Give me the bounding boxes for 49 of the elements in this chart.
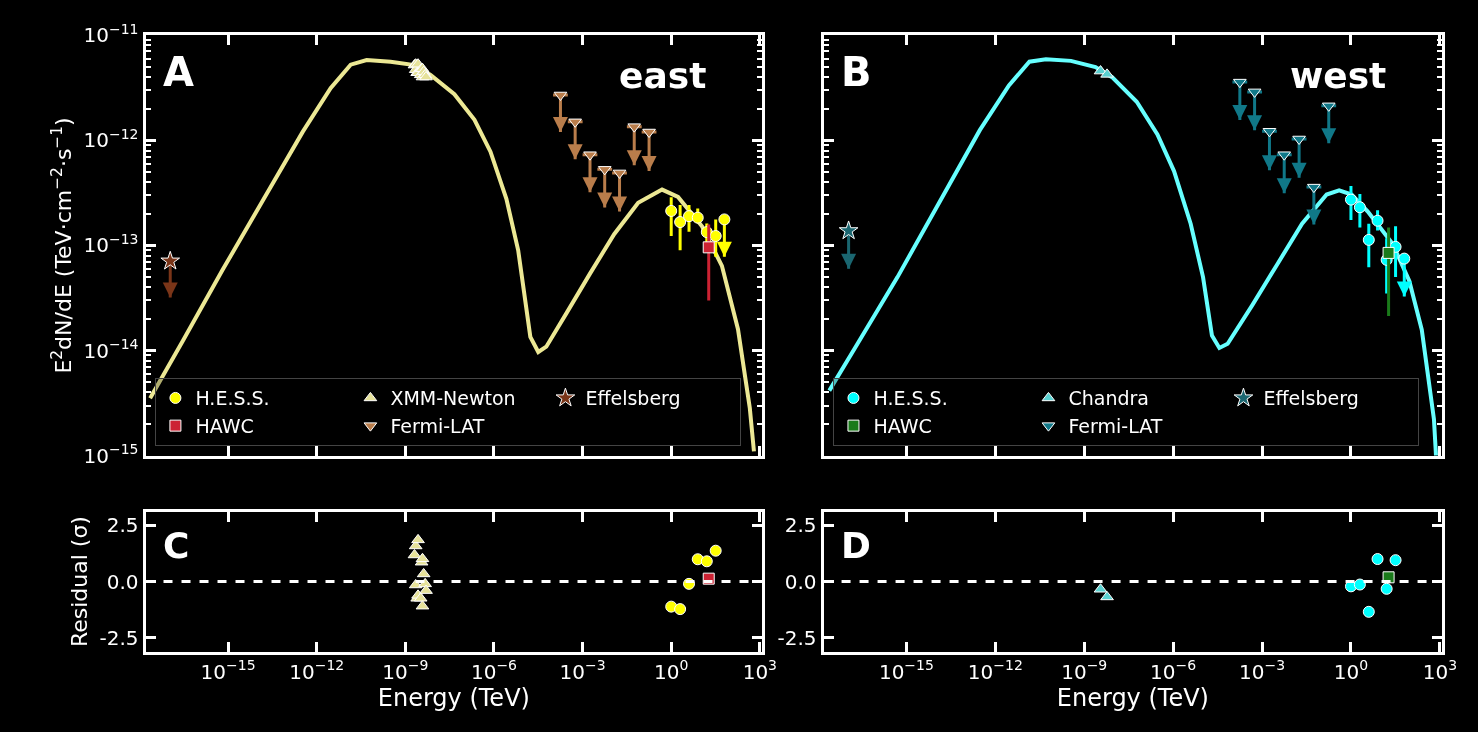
x-tick-label: 10$^{−12}$: [289, 657, 345, 684]
x-tick-label: 10$^{−3}$: [1239, 657, 1286, 684]
point: [1353, 578, 1366, 591]
x-tick-label: 10$^{3}$: [742, 657, 778, 684]
x-tick-label: 10$^{−6}$: [470, 657, 518, 684]
y-tick-label: -2.5: [99, 625, 139, 650]
legend-label: XMM-Newton: [390, 387, 516, 410]
legend-label: Effelsberg: [1263, 387, 1359, 410]
annotation: D: [841, 525, 871, 566]
legend-label: H.E.S.S.: [873, 387, 948, 410]
x-tick-label: 10$^{−3}$: [559, 657, 606, 684]
y-tick-label: 10$^{−15}$: [83, 441, 139, 468]
x-tick-label: 10$^{−12}$: [967, 657, 1023, 684]
annotation: west: [1290, 55, 1387, 96]
legend-label: Fermi-LAT: [390, 415, 485, 438]
point: [1371, 553, 1384, 566]
y-tick-label: 10$^{−14}$: [83, 336, 139, 363]
legend-label: Fermi-LAT: [1068, 415, 1163, 438]
annotation: B: [841, 49, 872, 95]
point: [1362, 605, 1375, 618]
annotation: east: [619, 55, 707, 96]
y-tick-label: 2.5: [784, 513, 817, 538]
x-axis-title: Energy (TeV): [377, 683, 530, 712]
x-tick-label: 10$^{3}$: [1422, 657, 1458, 684]
legend-label: H.E.S.S.: [195, 387, 270, 410]
x-tick-label: 10$^{0}$: [1333, 657, 1369, 684]
x-axis-title: Energy (TeV): [1056, 683, 1209, 712]
x-tick-label: 10$^{−9}$: [1061, 657, 1108, 684]
point: [1389, 554, 1402, 567]
y-tick-label: 2.5: [106, 513, 139, 538]
legend-label: Chandra: [1068, 387, 1149, 410]
legend-label: Effelsberg: [585, 387, 681, 410]
point: [1380, 582, 1393, 595]
x-tick-label: 10$^{−6}$: [1150, 657, 1197, 684]
legend-label: HAWC: [873, 415, 932, 438]
x-tick-label: 10$^{−15}$: [200, 657, 256, 684]
x-tick-label: 10$^{−9}$: [382, 657, 429, 684]
y-tick-label: 0.0: [106, 569, 139, 594]
annotation: A: [163, 49, 194, 95]
y-tick-label: 10$^{−13}$: [83, 231, 139, 258]
y-tick-label: 10$^{−11}$: [83, 20, 139, 48]
x-tick-label: 10$^{0}$: [654, 657, 689, 684]
annotation: C: [163, 525, 190, 566]
y-tick-label: -2.5: [777, 625, 817, 650]
y-tick-label: 0.0: [784, 569, 817, 594]
x-tick-label: 10$^{−15}$: [878, 657, 934, 684]
y-tick-label: 10$^{−12}$: [83, 125, 139, 153]
legend-label: HAWC: [195, 415, 254, 438]
y-axis-title: Residual (σ): [67, 516, 93, 648]
